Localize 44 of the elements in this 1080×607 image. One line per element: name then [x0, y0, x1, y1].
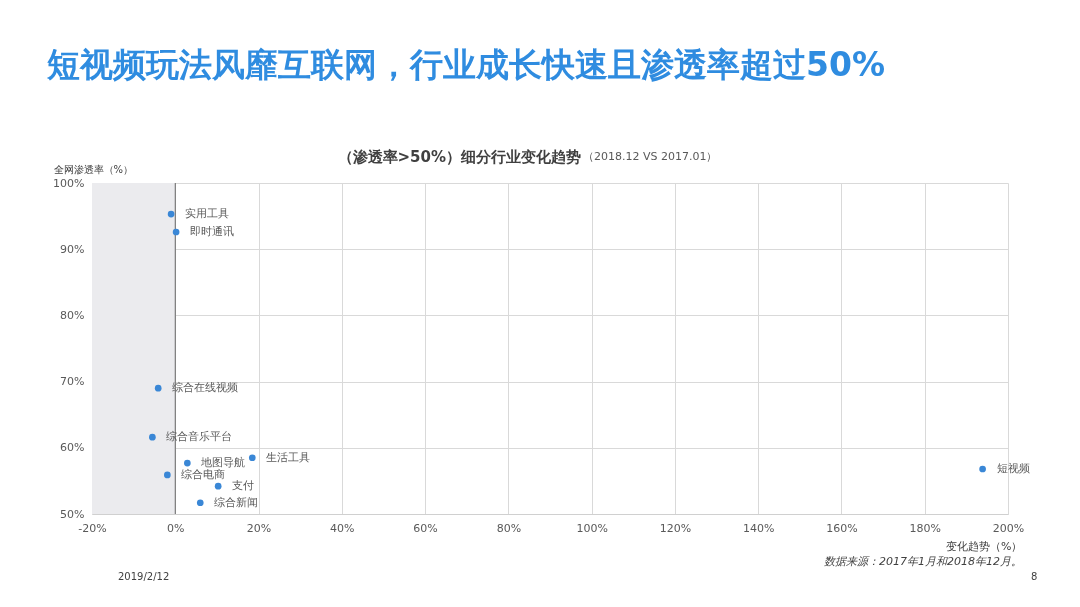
chart-title: 短视频玩法风靡互联网，行业成长快速且渗透率超过50%: [46, 45, 885, 84]
x-tick-label: 100%: [576, 521, 608, 535]
point: [248, 454, 256, 462]
x-tick-label: 120%: [659, 521, 692, 535]
series-label: 支付: [232, 479, 255, 493]
x-tick-label: 160%: [826, 521, 858, 535]
series-label: 综合电商: [181, 467, 226, 481]
x-tick-label: 80%: [496, 521, 522, 535]
text: 8: [1031, 571, 1038, 582]
x-tick-label: 40%: [330, 521, 355, 535]
point: [979, 465, 986, 473]
x-tick-label: 20%: [246, 521, 272, 535]
series-label: 即时通讯: [190, 224, 235, 238]
x-tick-label: 60%: [413, 521, 438, 535]
series-label: 生活工具: [266, 450, 311, 464]
y-tick-label: 60%: [60, 441, 85, 455]
series-label: 实用工具: [185, 207, 230, 221]
text: 2019/2/12: [118, 571, 170, 582]
series-label: 短视频: [996, 461, 1030, 475]
x-tick-label: 140%: [742, 521, 775, 535]
series-label: 综合新闻: [214, 495, 259, 509]
chart-subtitle: （渗透率>50%）细分行业变化趋势: [337, 148, 581, 166]
y-axis-title: 全网渗透率（%）: [53, 163, 134, 175]
x-tick-label: 200%: [992, 521, 1025, 535]
y-tick-label: 50%: [60, 507, 85, 521]
y-tick-label: 90%: [60, 242, 85, 256]
y-tick-label: 70%: [60, 375, 85, 389]
point: [172, 228, 180, 236]
y-tick-label: 80%: [60, 308, 85, 322]
point: [149, 433, 156, 441]
x-tick-label: 180%: [909, 521, 941, 535]
y-tick-label: 100%: [53, 176, 85, 190]
point: [214, 482, 222, 490]
point: [167, 210, 175, 218]
point: [196, 499, 204, 507]
source-note: 数据来源：2017年1月和2018年12月。: [824, 555, 1022, 568]
point: [164, 471, 171, 479]
point: [154, 384, 162, 392]
series-label: 地图导航: [200, 456, 246, 470]
x-axis-title: 变化趋势（%）: [946, 539, 1023, 553]
x-tick-label: -20%: [78, 521, 107, 535]
x-tick-label: 0%: [167, 521, 185, 535]
point: [183, 459, 191, 467]
text: （2018.12 VS 2017.01）: [583, 150, 718, 163]
